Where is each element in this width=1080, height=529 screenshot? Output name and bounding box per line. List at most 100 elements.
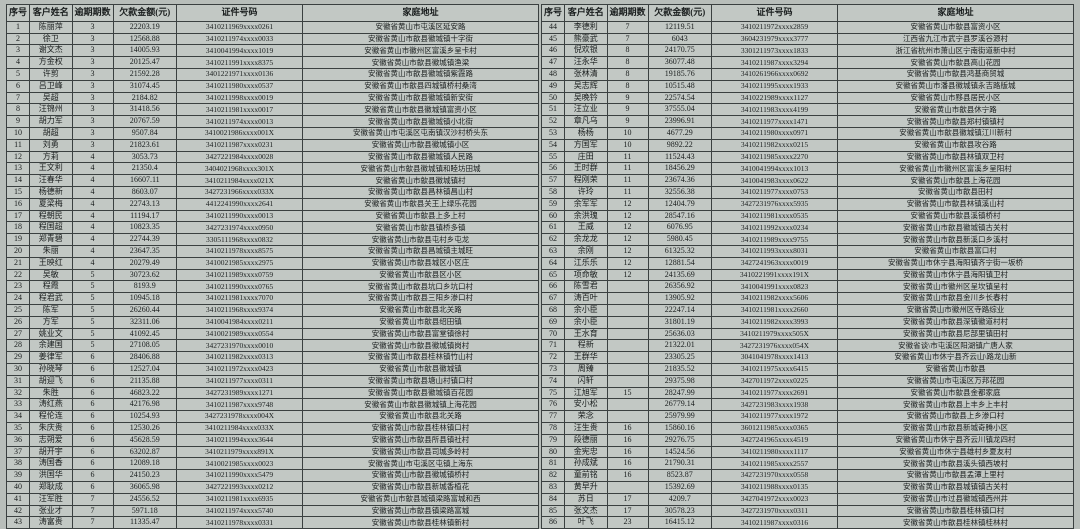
- table-row: 65项命敏1224135.693410221991xxxx191X安徽省黄山市休…: [542, 269, 1074, 281]
- cell: 12: [607, 257, 648, 269]
- table-row: 76安小松26779.143427231983xxxx1938安徽省黄山市歙县上…: [542, 399, 1074, 411]
- cell: 安徽省黄山市歙县区小区: [302, 269, 538, 281]
- cell: 14524.56: [648, 446, 712, 458]
- cell: 16: [607, 434, 648, 446]
- cell: 5: [72, 328, 113, 340]
- cell: 6: [72, 352, 113, 364]
- table-row: 16夏梁梅422743.134412241990xxxx2641安徽省黄山市歙县…: [7, 198, 539, 210]
- cell: 23305.25: [648, 352, 712, 364]
- cell: 安徽省黄山市歙县徽城镇: [302, 364, 538, 376]
- table-row: 13王文利421350.43404021968xxxx301X安徽省黄山市歙县徽…: [7, 163, 539, 175]
- cell: 28406.88: [113, 352, 177, 364]
- cell: 4: [72, 222, 113, 234]
- cell: 22744.39: [113, 234, 177, 246]
- cell: 75: [542, 387, 565, 399]
- cell: 3410211988xxxx0135: [712, 481, 838, 493]
- cell: 6: [7, 80, 30, 92]
- table-row: 32朱胜646823.223427231989xxxx1271安徽省黄山市歙县徽…: [7, 387, 539, 399]
- table-row: 29姜律军628406.883410211982xxxx0313安徽省黄山市歙县…: [7, 352, 539, 364]
- table-row: 50吴晚钤922574.543410221989xxxx1127安徽省黄山市黟县…: [542, 92, 1074, 104]
- col-header: 欠款金额(元): [648, 5, 712, 22]
- cell: 安徽省黄山市歙县桂林镇口村: [302, 422, 538, 434]
- cell: 谢文杰: [30, 45, 72, 57]
- cell: 张文杰: [565, 505, 607, 517]
- cell: 江乐乐: [565, 257, 607, 269]
- cell: 8193.9: [113, 281, 177, 293]
- cell: 24556.52: [113, 493, 177, 505]
- cell: 安徽省黄山市歙县所县镇社村: [302, 434, 538, 446]
- cell: 3410211977xxxx1471: [712, 116, 838, 128]
- cell: 3410211977xxxx1972: [712, 411, 838, 423]
- cell: 7: [72, 505, 113, 517]
- cell: 3410211972xxxx0423: [177, 364, 303, 376]
- cell: 39: [7, 470, 30, 482]
- cell: 76: [542, 399, 565, 411]
- cell: 22: [7, 269, 30, 281]
- cell: 4: [72, 198, 113, 210]
- cell: 安徽省黄山市歙县城镇镇古关村: [837, 481, 1073, 493]
- cell: 10: [607, 128, 648, 140]
- cell: 4: [72, 151, 113, 163]
- cell: 21350.4: [113, 163, 177, 175]
- cell: 程国超: [30, 222, 72, 234]
- cell: 33: [7, 399, 30, 411]
- table-row: 4方金权320125.473410211991xxxx8375安徽省黄山市歙县徽…: [7, 57, 539, 69]
- cell: 61: [542, 222, 565, 234]
- cell: 6076.95: [648, 222, 712, 234]
- cell: 37: [7, 446, 30, 458]
- cell: 3410211987xxxx0231: [177, 139, 303, 151]
- cell: 25: [7, 305, 30, 317]
- cell: 21823.61: [113, 139, 177, 151]
- cell: 5: [72, 293, 113, 305]
- cell: 4: [72, 175, 113, 187]
- cell: 安徽省黄山市歙县四城镇桥村桑湾: [302, 80, 538, 92]
- cell: 12: [607, 198, 648, 210]
- cell: 30723.62: [113, 269, 177, 281]
- cell: 66: [542, 281, 565, 293]
- cell: 余小臣: [565, 316, 607, 328]
- cell: 安徽省黄山市歙县徽城镇和睦坊田城: [302, 163, 538, 175]
- cell: 23674.36: [648, 175, 712, 187]
- cell: 孙成斌: [565, 458, 607, 470]
- cell: 31: [7, 375, 30, 387]
- cell: 安徽省黄山市歙县城区小区庄: [302, 257, 538, 269]
- cell: 安徽省黄山市歙县镇梁路富城: [302, 505, 538, 517]
- cell: 9: [607, 116, 648, 128]
- cell: 3410211987xxxx3294: [712, 57, 838, 69]
- cell: 安徽省黄山市歙县徽城镇小区: [302, 139, 538, 151]
- cell: 3410041994xxxx1019: [177, 45, 303, 57]
- cell: 3410211974xxxx5740: [177, 505, 303, 517]
- cell: [607, 293, 648, 305]
- cell: 15: [7, 187, 30, 199]
- cell: 安徽省黄山市歙县徽城镇岗村: [302, 340, 538, 352]
- table-row: 53杨杨104677.293410211980xxxx0971安徽省黄山市歙县徽…: [542, 128, 1074, 140]
- cell: 3410041991xxxx0823: [712, 281, 838, 293]
- table-row: 5许剪321592.283401221971xxxx0136安徽省黄山市歙县徽城…: [7, 69, 539, 81]
- cell: 28247.99: [648, 387, 712, 399]
- table-row: 58许玲1132556.383410211977xxxx0753安徽省黄山市歙县…: [542, 187, 1074, 199]
- table-row: 54方国军109892.223410211982xxxx0215安徽省黄山市歙县…: [542, 139, 1074, 151]
- cell: 16: [607, 458, 648, 470]
- cell: 3410211974xxxx0033: [177, 33, 303, 45]
- cell: 6: [72, 364, 113, 376]
- cell: 苏日: [565, 493, 607, 505]
- col-header: 客户姓名: [565, 5, 607, 22]
- cell: 安徽省黄山市歙县桂林镇口村: [837, 505, 1073, 517]
- cell: 姚业文: [30, 328, 72, 340]
- cell: 2: [7, 33, 30, 45]
- cell: 16: [7, 198, 30, 210]
- cell: 朱庆贵: [30, 422, 72, 434]
- cell: 8523.87: [648, 470, 712, 482]
- cell: 安徽省黄山市休宁县雄村乡夏友村: [837, 446, 1073, 458]
- cell: 36077.48: [648, 57, 712, 69]
- table-row: 18程国超410823.353427231974xxxx0950安徽省黄山市歙县…: [7, 222, 539, 234]
- cell: 38: [7, 458, 30, 470]
- cell: 4: [72, 246, 113, 258]
- cell: 5: [72, 269, 113, 281]
- col-header: 证件号码: [712, 5, 838, 22]
- cell: 浙江省杭州市萧山区宁南街道新中村: [837, 45, 1073, 57]
- cell: 6: [72, 434, 113, 446]
- cell: 13: [7, 163, 30, 175]
- cell: 倪欢银: [565, 45, 607, 57]
- cell: 22743.13: [113, 198, 177, 210]
